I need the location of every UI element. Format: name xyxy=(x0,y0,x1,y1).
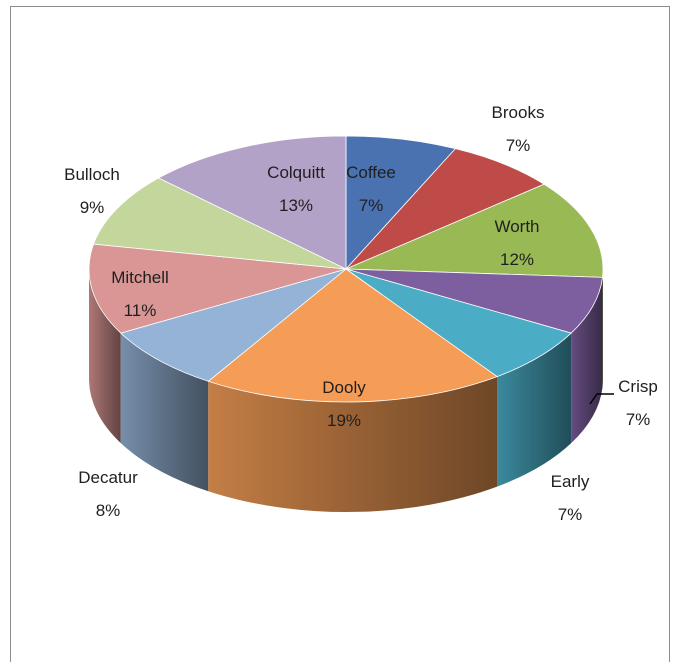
slice-side-crisp xyxy=(571,277,603,444)
label-colquitt-pct: 13% xyxy=(279,196,313,215)
label-crisp-pct: 7% xyxy=(626,410,651,429)
slice-worth xyxy=(345,183,604,278)
slice-colquitt xyxy=(157,135,347,270)
slice-early xyxy=(345,268,572,378)
label-coffee-pct: 7% xyxy=(359,196,384,215)
label-decatur: Decatur xyxy=(78,468,138,487)
pie-sides xyxy=(89,269,603,513)
leader-lines xyxy=(589,393,614,405)
label-brooks-pct: 7% xyxy=(506,136,531,155)
slice-crisp xyxy=(345,268,603,334)
slice-side-decatur xyxy=(120,333,209,492)
label-worth-pct: 12% xyxy=(500,250,534,269)
slice-coffee xyxy=(345,135,457,271)
pie-top xyxy=(88,135,604,403)
slice-dooly xyxy=(207,268,498,403)
slice-side-dooly xyxy=(208,376,498,513)
label-brooks: Brooks xyxy=(492,103,545,122)
slice-side-mitchell xyxy=(89,269,121,444)
slice-side-early xyxy=(497,333,572,487)
slice-side-worth xyxy=(602,269,603,388)
label-mitchell: Mitchell xyxy=(111,268,169,287)
label-colquitt: Colquitt xyxy=(267,163,325,182)
slice-mitchell xyxy=(88,243,347,334)
label-early-pct: 7% xyxy=(558,505,583,524)
label-bulloch: Bulloch xyxy=(64,165,120,184)
slice-brooks xyxy=(345,148,545,270)
label-bulloch-pct: 9% xyxy=(80,198,105,217)
label-decatur-pct: 8% xyxy=(96,501,121,520)
label-crisp: Crisp xyxy=(618,377,658,396)
label-worth: Worth xyxy=(494,217,539,236)
label-mitchell-pct: 11% xyxy=(124,301,157,320)
label-coffee: Coffee xyxy=(346,163,396,182)
slice-labels: Coffee 7% Brooks 7% Worth 12% Crisp 7% Early 7% Do… xyxy=(64,103,658,524)
slice-bulloch xyxy=(92,177,347,270)
slice-decatur xyxy=(120,268,347,382)
leader-line-crisp xyxy=(589,393,614,405)
label-dooly: Dooly xyxy=(322,378,366,397)
label-early: Early xyxy=(551,472,590,491)
label-dooly-pct: 19% xyxy=(327,411,361,430)
